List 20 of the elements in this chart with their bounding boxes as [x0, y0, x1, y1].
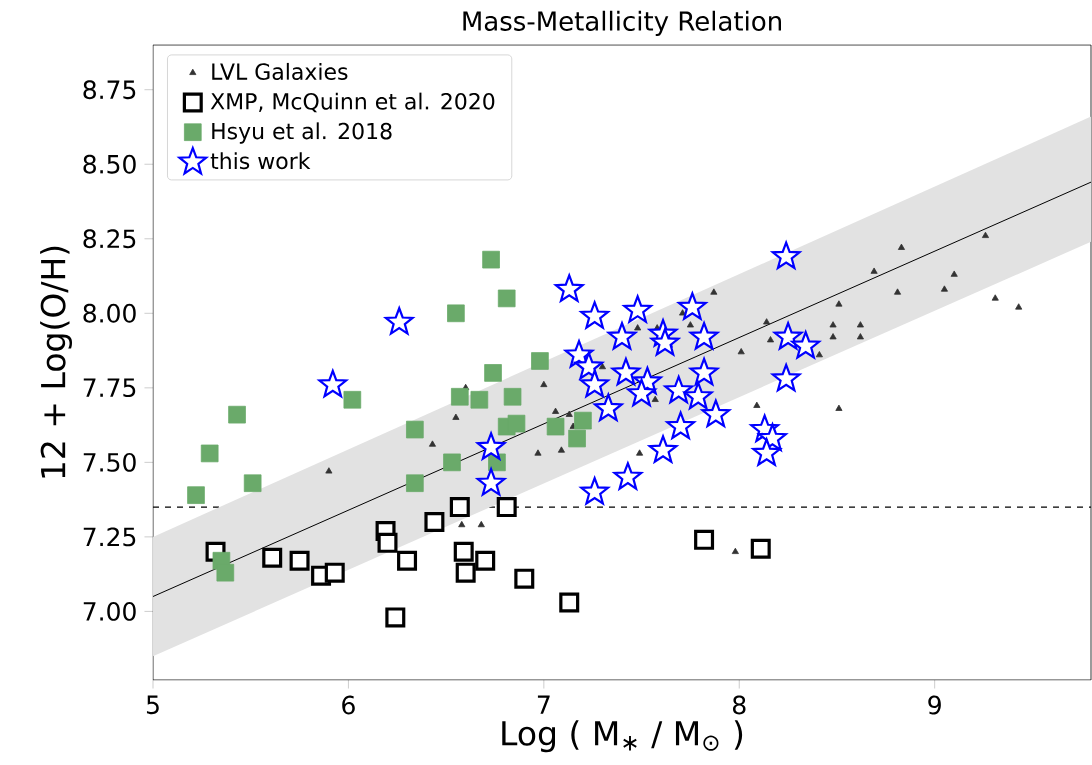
- x-tick-label: 9: [928, 695, 941, 715]
- x-axis-title: Log ( M$_{∗}$ / M$_{⊙}$ ): [502, 720, 743, 753]
- x-tick-label: 7: [537, 695, 550, 714]
- x-tick-label: 6: [342, 695, 355, 715]
- legend-label: Hsyu et al. 2018: [212, 122, 392, 144]
- legend-label: this work: [210, 152, 311, 170]
- y-axis-title: 12 + Log(O/H): [40, 246, 73, 478]
- x-tick-label: 8: [732, 695, 746, 715]
- x-tick-label: 5: [146, 695, 159, 715]
- legend-label: XMP, McQuinn et al. 2020: [210, 92, 495, 113]
- y-tick-label: 8.00: [83, 303, 136, 323]
- y-tick-label: 8.50: [83, 154, 136, 174]
- y-tick-label: 8.25: [83, 229, 136, 249]
- y-tick-label: 7.00: [83, 601, 136, 621]
- y-tick-label: 7.50: [83, 452, 136, 472]
- chart-title: Mass-Metallicity Relation: [463, 10, 781, 36]
- y-tick-label: 7.75: [83, 378, 136, 398]
- y-tick-label: 8.75: [83, 80, 136, 100]
- y-tick-label: 7.25: [83, 527, 136, 547]
- legend-label: LVL Galaxies: [212, 62, 348, 80]
